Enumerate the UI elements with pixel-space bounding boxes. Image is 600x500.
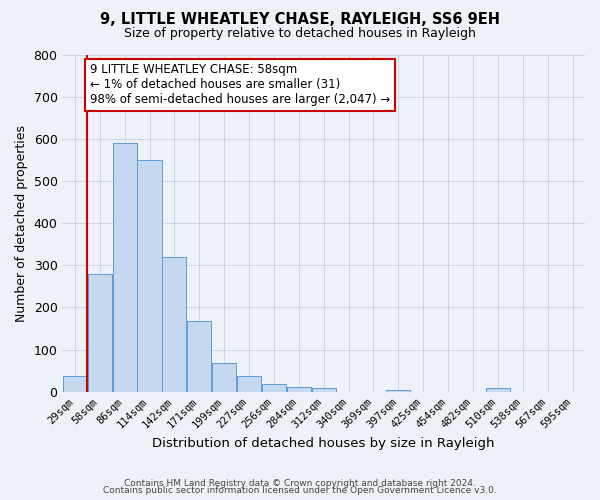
Y-axis label: Number of detached properties: Number of detached properties xyxy=(15,125,28,322)
Bar xyxy=(113,144,137,392)
Text: Size of property relative to detached houses in Rayleigh: Size of property relative to detached ho… xyxy=(124,28,476,40)
Bar xyxy=(486,388,510,392)
Bar xyxy=(88,274,112,392)
Bar xyxy=(386,390,410,392)
Bar xyxy=(212,363,236,392)
Bar xyxy=(287,388,311,392)
X-axis label: Distribution of detached houses by size in Rayleigh: Distribution of detached houses by size … xyxy=(152,437,495,450)
Bar xyxy=(311,388,336,392)
Bar xyxy=(262,384,286,392)
Bar xyxy=(63,376,87,392)
Text: Contains HM Land Registry data © Crown copyright and database right 2024.: Contains HM Land Registry data © Crown c… xyxy=(124,478,476,488)
Bar xyxy=(237,376,261,392)
Text: Contains public sector information licensed under the Open Government Licence v3: Contains public sector information licen… xyxy=(103,486,497,495)
Bar xyxy=(187,321,211,392)
Text: 9 LITTLE WHEATLEY CHASE: 58sqm
← 1% of detached houses are smaller (31)
98% of s: 9 LITTLE WHEATLEY CHASE: 58sqm ← 1% of d… xyxy=(90,64,390,106)
Bar xyxy=(137,160,161,392)
Text: 9, LITTLE WHEATLEY CHASE, RAYLEIGH, SS6 9EH: 9, LITTLE WHEATLEY CHASE, RAYLEIGH, SS6 … xyxy=(100,12,500,28)
Bar xyxy=(163,257,187,392)
